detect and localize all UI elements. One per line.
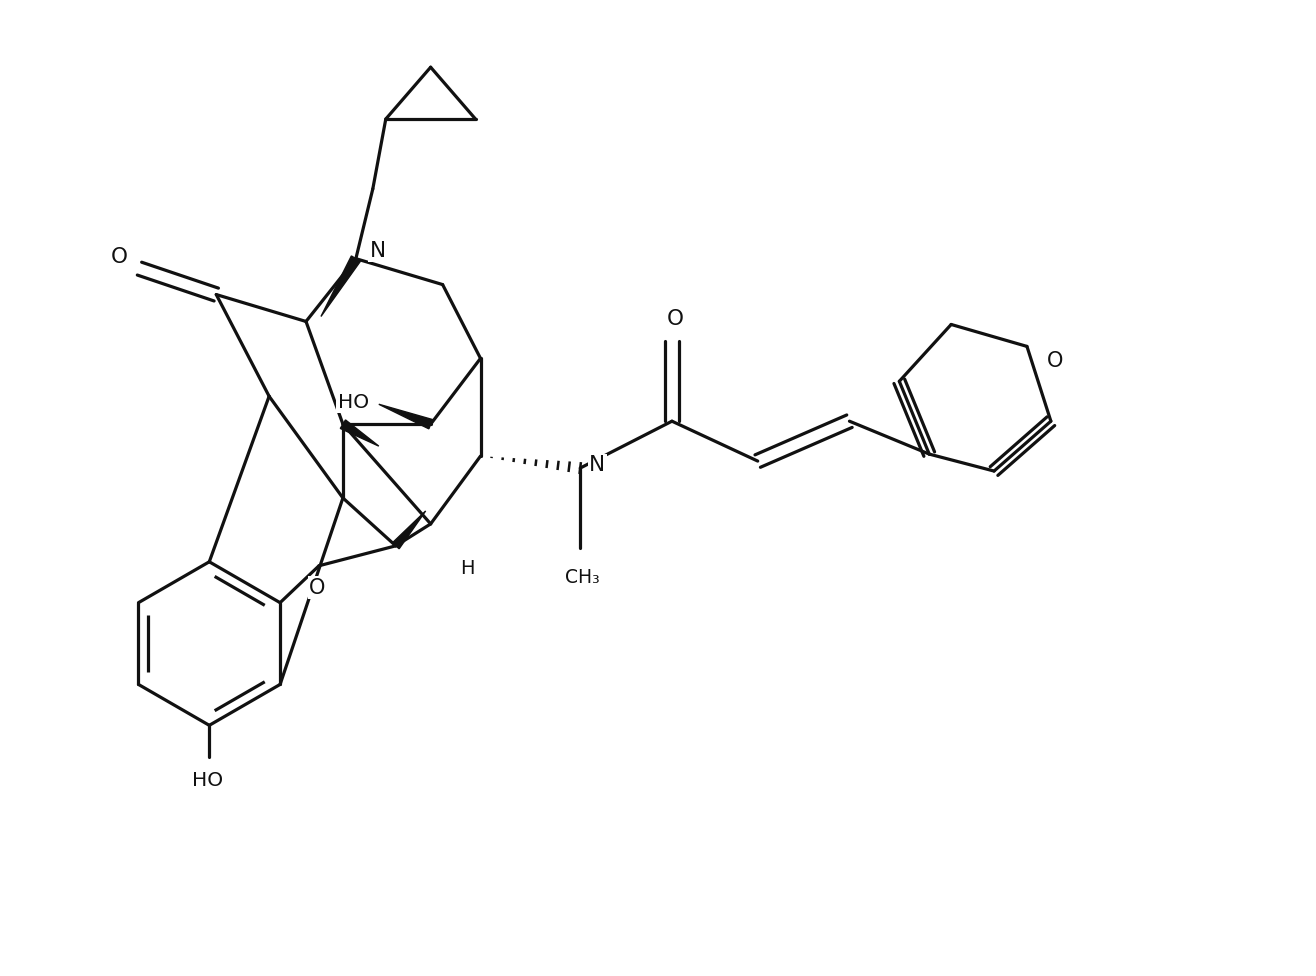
Text: CH₃: CH₃ [566, 568, 600, 588]
Text: O: O [666, 309, 683, 330]
Polygon shape [392, 510, 425, 549]
Text: N: N [590, 455, 605, 475]
Polygon shape [379, 404, 433, 428]
Text: H: H [461, 559, 475, 578]
Text: HO: HO [192, 771, 222, 790]
Text: O: O [309, 578, 325, 597]
Text: O: O [1046, 351, 1063, 371]
Text: HO: HO [338, 392, 368, 412]
Text: O: O [111, 247, 128, 266]
Polygon shape [341, 420, 379, 446]
Text: N: N [370, 241, 386, 261]
Polygon shape [321, 256, 361, 316]
